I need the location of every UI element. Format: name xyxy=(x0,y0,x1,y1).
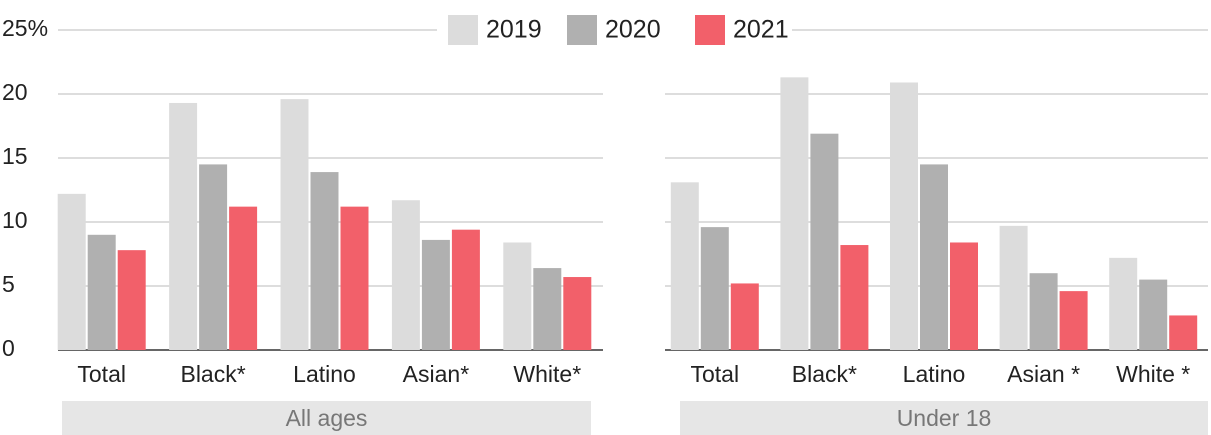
legend-swatch xyxy=(695,15,725,45)
bar xyxy=(1169,315,1198,350)
bar xyxy=(999,225,1028,350)
bar xyxy=(1059,291,1088,350)
bar xyxy=(1029,273,1058,350)
x-tick-label: Black* xyxy=(792,361,857,387)
bar xyxy=(700,227,729,350)
group-label-box xyxy=(62,401,591,435)
bar xyxy=(840,245,869,350)
group-label: All ages xyxy=(286,405,368,431)
group-label: Under 18 xyxy=(897,405,992,431)
bar xyxy=(87,234,116,350)
y-tick-label: 25% xyxy=(2,15,48,41)
group-label-box xyxy=(680,401,1208,435)
legend-swatch xyxy=(448,15,478,45)
bar xyxy=(730,283,759,350)
bar xyxy=(57,193,86,350)
x-tick-label: Asian * xyxy=(1007,361,1080,387)
bar xyxy=(340,206,369,350)
bar xyxy=(451,229,480,350)
bar xyxy=(169,102,198,351)
bar xyxy=(310,172,339,350)
bar xyxy=(199,164,228,350)
y-tick-label: 10 xyxy=(2,207,28,233)
x-tick-label: Total xyxy=(691,361,740,387)
bar xyxy=(229,206,258,350)
bar xyxy=(533,268,562,350)
bar xyxy=(780,77,809,351)
bar xyxy=(890,82,918,350)
bar xyxy=(920,164,948,350)
y-tick-label: 5 xyxy=(2,271,15,297)
bar xyxy=(117,250,146,350)
bar xyxy=(670,182,699,350)
bar xyxy=(503,242,532,350)
bar xyxy=(421,239,450,350)
y-tick-label: 0 xyxy=(2,335,15,361)
bar xyxy=(563,277,592,350)
legend-label: 2021 xyxy=(733,16,789,44)
bar xyxy=(1109,257,1138,350)
legend-label: 2020 xyxy=(605,16,661,44)
legend-swatch xyxy=(567,15,597,45)
x-tick-label: Black* xyxy=(180,361,245,387)
x-tick-label: Latino xyxy=(903,361,966,387)
x-tick-label: Asian* xyxy=(403,361,470,387)
bar xyxy=(391,200,420,350)
x-tick-label: Latino xyxy=(293,361,356,387)
legend-background xyxy=(437,8,792,50)
bar xyxy=(810,133,839,350)
y-tick-label: 20 xyxy=(2,79,28,105)
x-tick-label: Total xyxy=(77,361,126,387)
legend-label: 2019 xyxy=(486,16,542,44)
x-tick-label: White* xyxy=(513,361,581,387)
bar xyxy=(950,242,978,350)
bar xyxy=(280,99,309,351)
x-tick-label: White * xyxy=(1116,361,1190,387)
bar xyxy=(1139,279,1168,350)
y-tick-label: 15 xyxy=(2,143,28,169)
